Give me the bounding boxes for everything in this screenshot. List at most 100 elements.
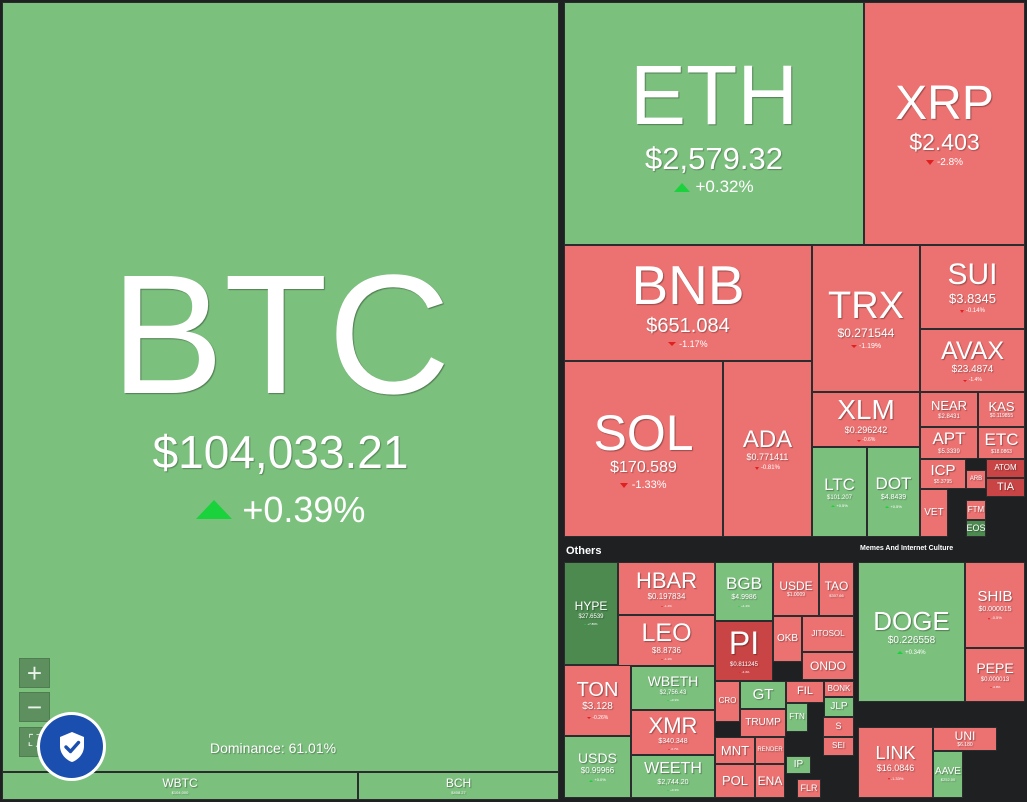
tile-s[interactable]: S <box>823 717 854 737</box>
tile-atom[interactable]: ATOM <box>986 459 1025 478</box>
tile-bch[interactable]: BCH $408.27 <box>358 772 559 800</box>
tile-flr[interactable]: FLR <box>797 779 821 798</box>
tile-change: -0.81% <box>755 465 780 471</box>
tile-icp[interactable]: ICP $5.3795 <box>920 459 966 489</box>
tile-kas[interactable]: KAS $0.119855 <box>978 392 1025 427</box>
tile-price: $307.66 <box>829 592 844 598</box>
tile-price: $0.271544 <box>837 326 895 341</box>
change-value: -1.33% <box>890 775 904 781</box>
tile-symbol: ADA <box>742 425 793 453</box>
tile-change: -0.5% <box>988 616 1002 620</box>
zoom-out-button[interactable]: − <box>19 692 50 722</box>
tile-dot[interactable]: DOT $4.8439 +0.5% <box>867 447 920 537</box>
tile-render[interactable]: RENDER <box>755 737 785 764</box>
tile-ftn[interactable]: FTN <box>786 703 808 732</box>
tile-btc[interactable]: BTC $104,033.21 +0.39% <box>2 2 559 772</box>
tile-pepe[interactable]: PEPE $0.000013 -0.8% <box>965 648 1025 702</box>
tile-symbol: ENA <box>757 773 783 788</box>
tile-price: $27.6539 <box>578 614 604 621</box>
tile-mnt[interactable]: MNT <box>715 737 755 764</box>
privacy-shield-button[interactable] <box>40 715 103 778</box>
tile-link[interactable]: LINK $16.0846 -1.33% <box>858 727 933 798</box>
tile-bnb[interactable]: BNB $651.084 -1.17% <box>564 245 812 361</box>
tile-doge[interactable]: DOGE $0.226558 +0.34% <box>858 562 965 702</box>
tile-apt[interactable]: APT $5.3339 <box>920 427 978 459</box>
tile-price: $3.8345 <box>949 290 996 306</box>
tile-ondo[interactable]: ONDO <box>802 652 854 680</box>
tile-fil[interactable]: FIL <box>786 681 824 703</box>
tile-near[interactable]: NEAR $2.8431 <box>920 392 978 427</box>
tile-bonk[interactable]: BONK <box>824 681 854 697</box>
tile-price: $0.000015 <box>978 606 1012 614</box>
change-value: -0.26% <box>592 714 609 721</box>
tile-etc[interactable]: ETC $18.0863 <box>978 427 1025 459</box>
tile-xlm[interactable]: XLM $0.296242 -0.6% <box>812 392 920 447</box>
tile-change: -1.33% <box>620 479 667 492</box>
tile-trx[interactable]: TRX $0.271544 -1.19% <box>812 245 920 392</box>
tile-pi[interactable]: PI $0.811245 -4.4% <box>715 621 773 681</box>
tile-price: $651.084 <box>646 314 730 337</box>
zoom-in-button[interactable]: + <box>19 658 50 688</box>
tile-jitosol[interactable]: JITOSOL <box>802 616 854 652</box>
tile-bgb[interactable]: BGB $4.9986 +1.4% <box>715 562 773 621</box>
tile-jlp[interactable]: JLP <box>824 697 854 717</box>
change-value: +7.86% <box>587 622 598 627</box>
tile-hype[interactable]: HYPE $27.6539 +7.86% <box>564 562 618 665</box>
tile-vet[interactable]: VET <box>920 489 948 537</box>
tile-ftm[interactable]: FTM <box>966 500 986 520</box>
tile-ltc[interactable]: LTC $101.207 +0.5% <box>812 447 867 537</box>
tile-eth[interactable]: ETH $2,579.32 +0.32% <box>564 2 864 245</box>
tile-ena[interactable]: ENA <box>755 764 785 798</box>
tile-weeth[interactable]: WEETH $2,744.20 +0.3% <box>631 755 715 798</box>
tile-ton[interactable]: TON $3.128 -0.26% <box>564 665 631 736</box>
tile-symbol: ICP <box>930 462 956 479</box>
tile-sui[interactable]: SUI $3.8345 -0.14% <box>920 245 1025 329</box>
tile-avax[interactable]: AVAX $23.4874 -1.4% <box>920 329 1025 392</box>
tile-arb[interactable]: ARB <box>966 470 986 489</box>
tile-pol[interactable]: POL <box>715 764 755 798</box>
tile-sei[interactable]: SEI <box>823 737 854 756</box>
tile-uni[interactable]: UNI $6.180 <box>933 727 997 751</box>
minus-icon: − <box>26 691 43 722</box>
tile-tao[interactable]: TAO $307.66 <box>819 562 854 616</box>
tile-usde[interactable]: USDE $1.0009 <box>773 562 819 616</box>
tile-xrp[interactable]: XRP $2.403 -2.8% <box>864 2 1025 245</box>
change-value: -0.5% <box>991 615 1002 621</box>
tile-ada[interactable]: ADA $0.771411 -0.81% <box>723 361 812 537</box>
tile-hbar[interactable]: HBAR $0.197834 -1.4% <box>618 562 715 615</box>
arrow-down-icon <box>856 439 861 442</box>
plus-icon: + <box>26 657 43 688</box>
tile-symbol: BGB <box>726 574 762 594</box>
tile-trump[interactable]: TRUMP <box>740 709 786 737</box>
change-value: +0.3% <box>670 697 679 702</box>
tile-usds[interactable]: USDS $0.99966 +0.0% <box>564 736 631 798</box>
change-value: +0.32% <box>695 177 754 197</box>
tile-gt[interactable]: GT <box>740 681 786 709</box>
change-value: +0.5% <box>890 503 902 509</box>
tile-eos[interactable]: EOS <box>966 520 986 537</box>
tile-symbol: WBTC <box>162 776 198 791</box>
tile-wbeth[interactable]: WBETH $2,756.43 +0.3% <box>631 666 715 710</box>
tile-leo[interactable]: LEO $8.8736 -1.1% <box>618 615 715 666</box>
tile-symbol: XLM <box>837 394 895 426</box>
tile-wbtc[interactable]: WBTC $104,000 <box>2 772 358 800</box>
tile-price: $5.3795 <box>933 478 953 485</box>
tile-change: -2.8% <box>925 157 963 169</box>
tile-price: $1.0009 <box>786 592 806 599</box>
change-value: -4.4% <box>741 670 750 675</box>
tile-change: +0.0% <box>589 778 606 782</box>
tile-shib[interactable]: SHIB $0.000015 -0.5% <box>965 562 1025 648</box>
change-value: -0.6% <box>862 437 876 444</box>
tile-price: $18.0863 <box>991 448 1012 455</box>
tile-tia[interactable]: TIA <box>986 478 1025 497</box>
tile-cro[interactable]: CRO <box>715 681 740 722</box>
tile-change: -1.4% <box>963 377 982 383</box>
tile-aave[interactable]: AAVE $252.00 <box>933 751 963 798</box>
tile-ip[interactable]: IP <box>786 756 811 774</box>
arrow-up-icon <box>885 505 890 508</box>
tile-sol[interactable]: SOL $170.589 -1.33% <box>564 361 723 537</box>
tile-okb[interactable]: OKB <box>773 616 802 662</box>
tile-xmr[interactable]: XMR $340.348 -0.7% <box>631 710 715 755</box>
tile-symbol: LINK <box>875 743 916 764</box>
